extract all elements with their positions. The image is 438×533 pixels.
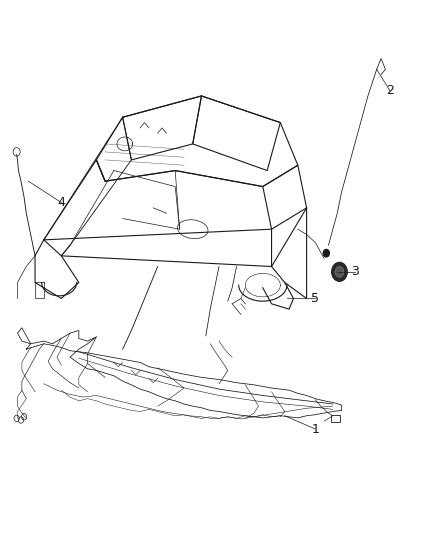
Text: 5: 5 [311,292,319,305]
Text: 2: 2 [386,84,394,97]
Text: 3: 3 [351,265,359,278]
Circle shape [335,266,344,277]
Text: 4: 4 [57,196,65,209]
Text: 1: 1 [311,423,319,435]
Circle shape [323,249,329,257]
Circle shape [332,262,347,281]
Bar [331,415,340,422]
